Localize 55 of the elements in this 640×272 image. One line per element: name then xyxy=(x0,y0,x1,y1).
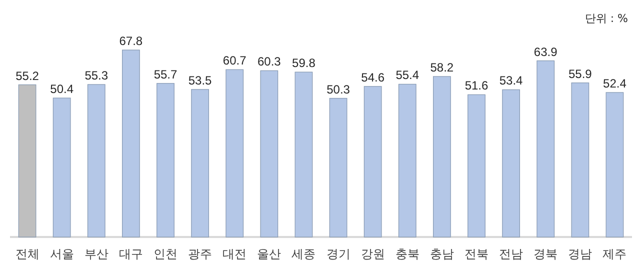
x-tick-label: 전남 xyxy=(499,247,524,261)
x-tick-label: 경북 xyxy=(534,247,558,261)
data-label: 59.8 xyxy=(292,56,316,70)
text: 단위 : % xyxy=(584,12,628,25)
bar xyxy=(260,70,278,238)
data-label: 52.4 xyxy=(603,76,627,90)
bar xyxy=(329,98,348,238)
x-tick-label: 경남 xyxy=(568,247,592,261)
x-tick-label: 제주 xyxy=(602,247,627,261)
bar xyxy=(226,69,244,238)
bar xyxy=(18,84,36,238)
bar xyxy=(502,89,520,238)
x-tick-label: 울산 xyxy=(257,247,282,261)
data-label: 58.2 xyxy=(430,60,454,74)
x-tick-label: 대전 xyxy=(222,247,247,261)
bar xyxy=(364,86,382,238)
data-label: 55.3 xyxy=(84,68,108,82)
bar xyxy=(191,89,209,238)
data-label: 55.9 xyxy=(568,66,592,81)
x-tick-label: 인천 xyxy=(154,247,178,261)
data-label: 55.4 xyxy=(396,68,420,82)
x-tick-label: 서울 xyxy=(50,247,74,261)
bar xyxy=(468,94,486,238)
x-tick-label: 충남 xyxy=(430,247,454,261)
x-tick-label: 충북 xyxy=(395,247,420,261)
bar xyxy=(87,84,106,238)
data-label: 54.6 xyxy=(361,70,385,84)
x-tick-label: 강원 xyxy=(360,247,385,261)
data-label: 50.3 xyxy=(326,82,350,96)
data-label: 60.3 xyxy=(257,54,282,69)
bar xyxy=(433,76,451,238)
data-label: 55.2 xyxy=(16,68,40,83)
x-tick-label: 광주 xyxy=(188,247,212,261)
x-tick-label: 부산 xyxy=(84,247,108,261)
bar xyxy=(398,84,416,238)
x-tick-label: 대구 xyxy=(118,247,143,261)
bar xyxy=(52,98,71,238)
data-label: 55.7 xyxy=(154,67,178,82)
bar xyxy=(294,72,313,238)
data-label: 53.4 xyxy=(499,74,524,88)
bar xyxy=(536,60,555,238)
bar xyxy=(156,83,174,238)
data-label: 60.7 xyxy=(222,54,247,68)
data-label: 53.5 xyxy=(188,73,212,88)
x-tick-label: 전북 xyxy=(464,247,488,261)
data-label: 63.9 xyxy=(534,44,558,59)
bar xyxy=(606,92,624,238)
data-label: 50.4 xyxy=(50,82,74,96)
x-tick-label: 경기 xyxy=(326,247,350,261)
data-label: 67.8 xyxy=(119,34,143,48)
x-tick-label: 세종 xyxy=(292,247,316,261)
data-label: 51.6 xyxy=(464,78,488,93)
bar xyxy=(571,82,590,238)
bar xyxy=(122,50,140,238)
x-tick-label: 전체 xyxy=(15,247,40,261)
